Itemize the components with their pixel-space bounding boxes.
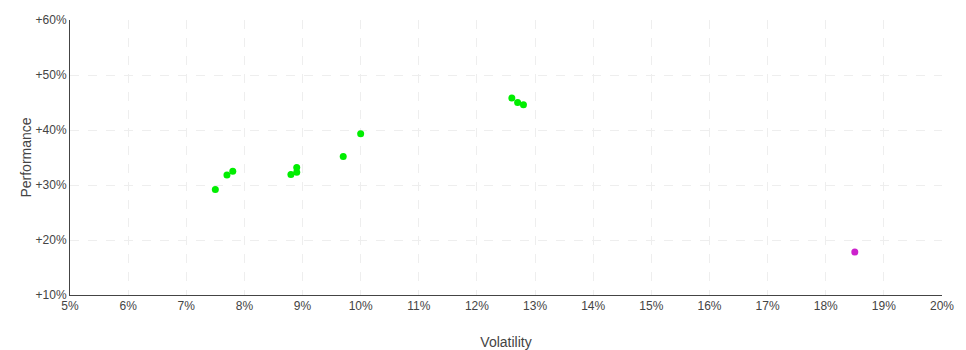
- svg-text:11%: 11%: [407, 299, 430, 313]
- svg-text:+20%: +20%: [36, 233, 67, 247]
- svg-text:Performance: Performance: [18, 117, 34, 197]
- svg-text:19%: 19%: [872, 299, 896, 313]
- svg-text:9%: 9%: [294, 299, 312, 313]
- svg-text:15%: 15%: [639, 299, 663, 313]
- svg-text:5%: 5%: [61, 299, 79, 313]
- svg-text:17%: 17%: [756, 299, 780, 313]
- svg-text:6%: 6%: [119, 299, 137, 313]
- svg-text:13%: 13%: [523, 299, 547, 313]
- svg-text:14%: 14%: [581, 299, 605, 313]
- svg-text:20%: 20%: [930, 299, 954, 313]
- svg-text:16%: 16%: [697, 299, 721, 313]
- svg-text:12%: 12%: [465, 299, 489, 313]
- svg-text:18%: 18%: [814, 299, 838, 313]
- svg-text:8%: 8%: [236, 299, 254, 313]
- svg-text:+60%: +60%: [36, 13, 67, 27]
- svg-text:10%: 10%: [349, 299, 373, 313]
- svg-text:Volatility: Volatility: [480, 334, 531, 350]
- svg-text:+10%: +10%: [36, 288, 67, 302]
- svg-text:+50%: +50%: [36, 68, 67, 82]
- svg-text:+40%: +40%: [36, 123, 67, 137]
- svg-text:7%: 7%: [178, 299, 196, 313]
- svg-text:+30%: +30%: [36, 178, 67, 192]
